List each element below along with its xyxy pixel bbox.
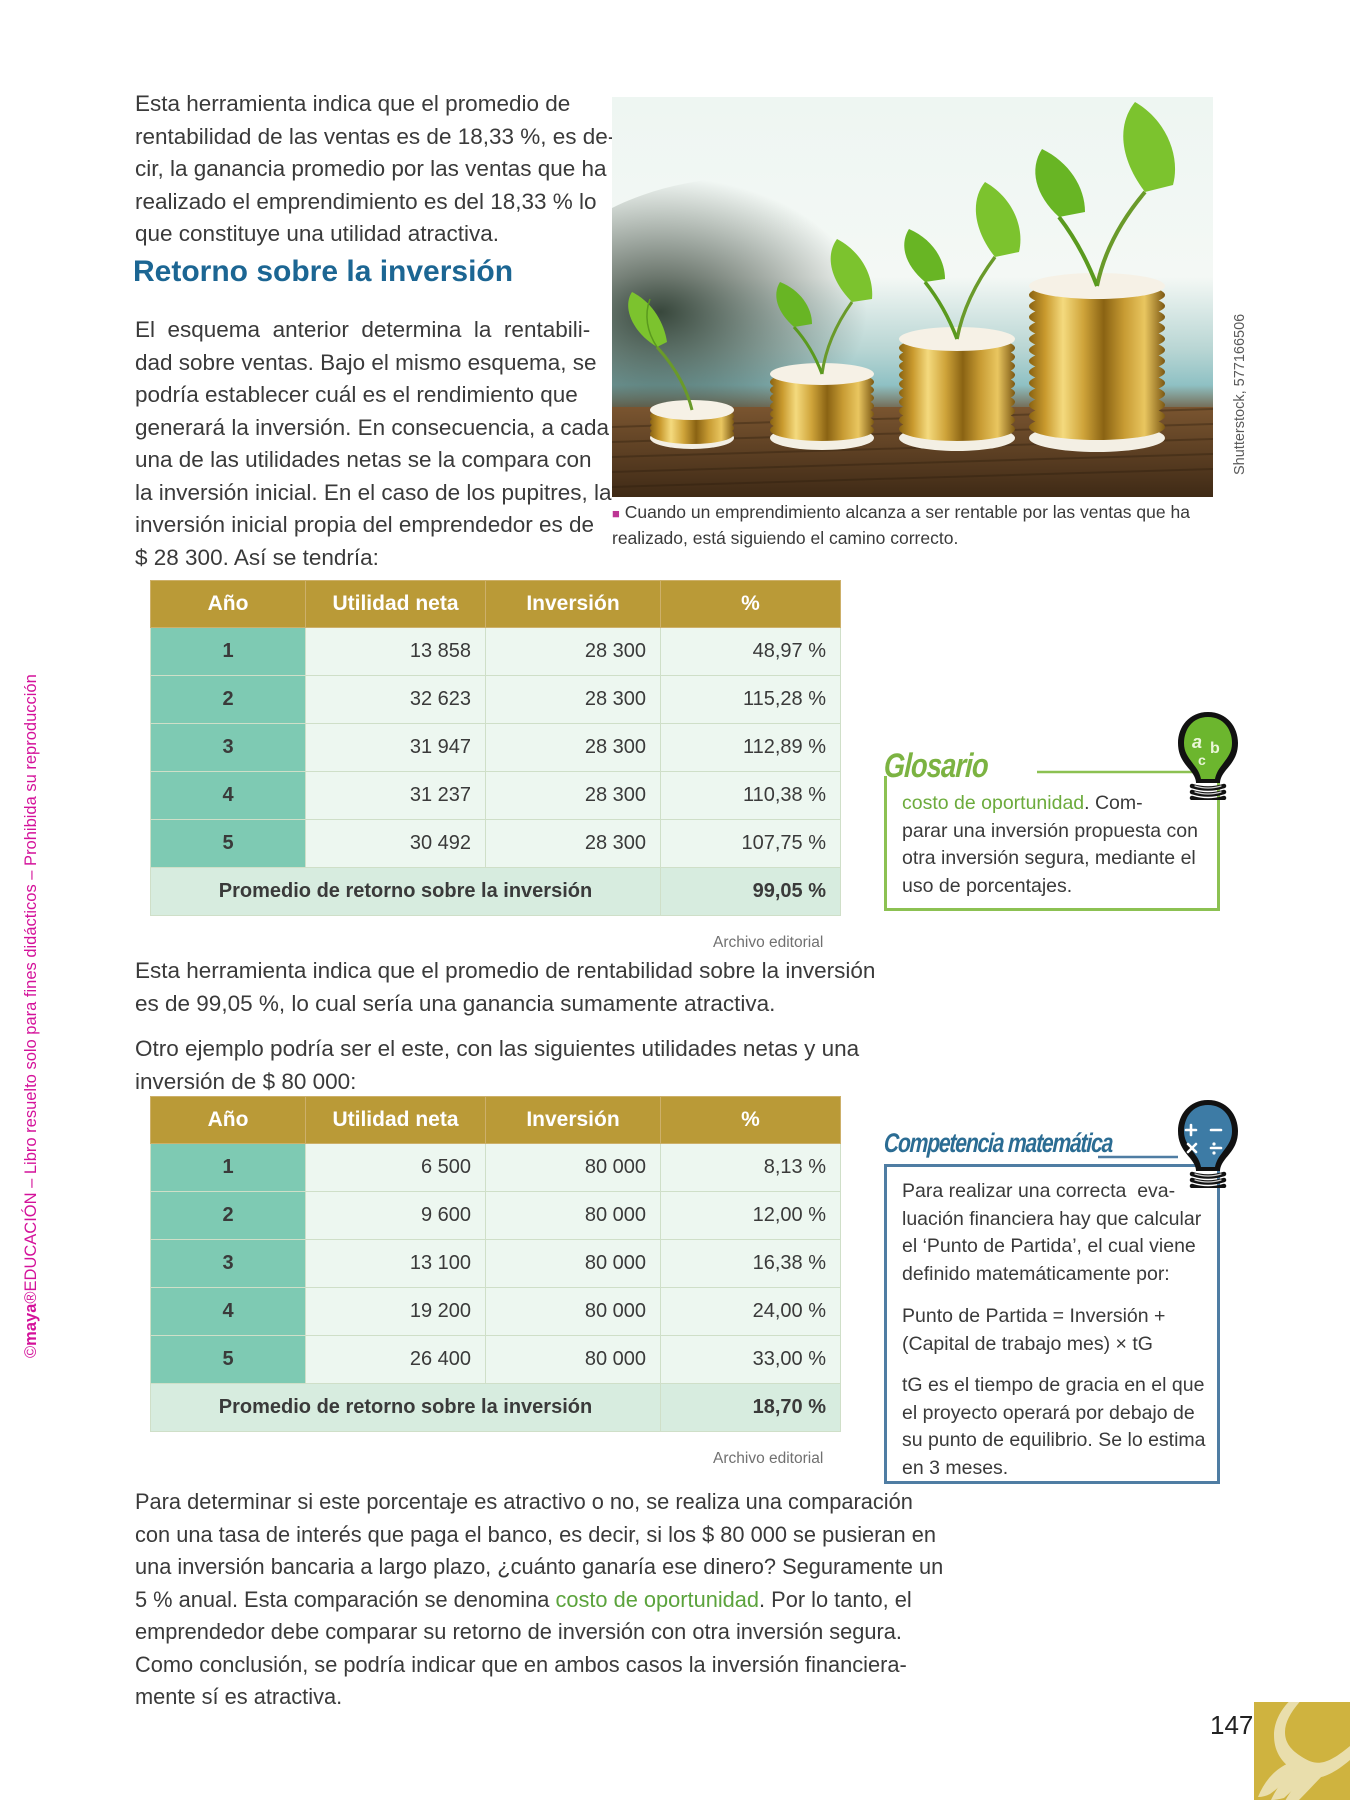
svg-text:c: c [1198,752,1206,768]
svg-text:a: a [1192,732,1202,752]
svg-text:b: b [1210,740,1220,757]
